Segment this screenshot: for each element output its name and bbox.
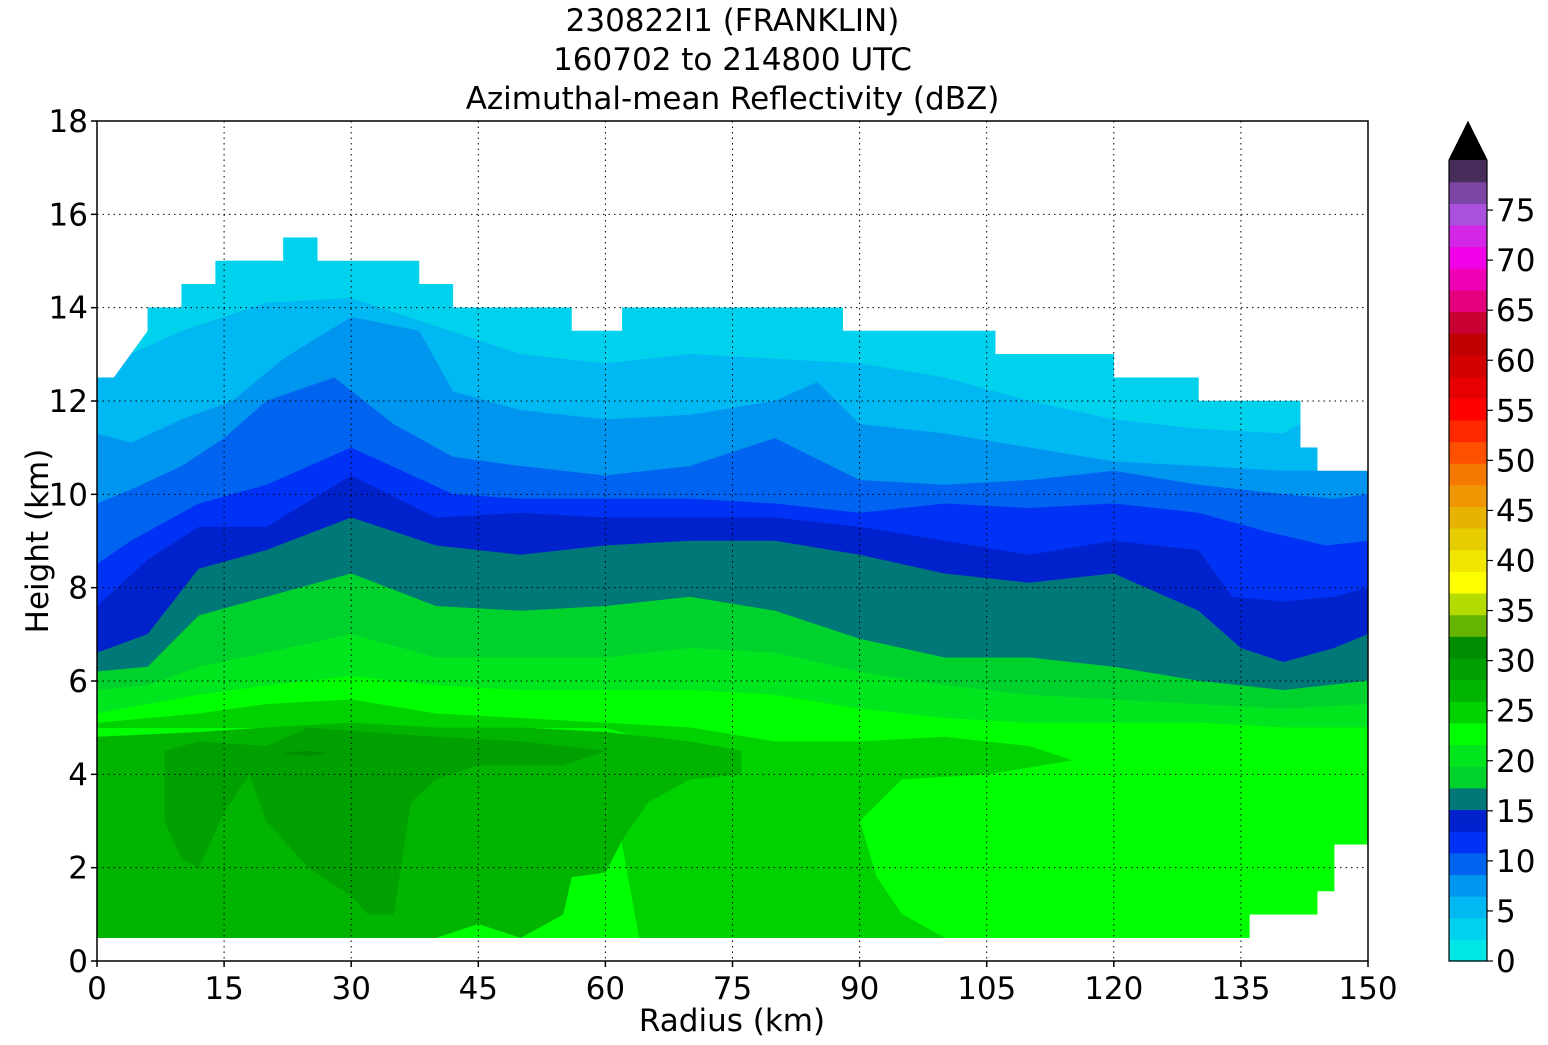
x-tick-label: 60 (586, 971, 625, 1007)
x-tick-label: 30 (331, 971, 370, 1007)
y-tick-label: 14 (49, 291, 88, 327)
colorbar-tick-label: 50 (1496, 443, 1535, 479)
colorbar-segment (1449, 852, 1487, 876)
y-tick-label: 12 (49, 384, 88, 420)
colorbar: 0 5 10 15 20 25 30 35 40 45 50 55 60 65 70 75 (1448, 120, 1535, 980)
x-tick-label: 150 (1338, 971, 1397, 1007)
colorbar-segment (1449, 311, 1487, 334)
colorbar-tick-label: 70 (1496, 243, 1535, 279)
colorbar-segment (1449, 809, 1487, 832)
colorbar-segment (1449, 831, 1487, 854)
chart-title: 230822I1 (FRANKLIN) 160702 to 214800 UTC… (96, 2, 1369, 119)
colorbar-segment (1449, 896, 1487, 919)
colorbar-tick-label: 30 (1496, 644, 1535, 680)
colorbar-segment (1449, 528, 1487, 551)
colorbar-segment (1449, 701, 1487, 724)
colorbar-tick-label: 60 (1496, 343, 1535, 379)
colorbar-segment (1449, 181, 1487, 204)
colorbar-segment (1449, 679, 1487, 702)
colorbar-segment (1449, 614, 1487, 637)
colorbar-tick-label: 25 (1496, 694, 1535, 730)
colorbar-segment (1449, 463, 1487, 486)
colorbar-tick-label: 35 (1496, 594, 1535, 630)
x-tick-label: 15 (204, 971, 243, 1007)
colorbar-tick-label: 55 (1496, 393, 1535, 429)
colorbar-segment (1449, 224, 1487, 248)
y-tick-label: 18 (49, 104, 88, 140)
y-tick-label: 10 (49, 477, 88, 513)
y-tick-label: 8 (68, 571, 88, 607)
title-line-3: Azimuthal-mean Reflectivity (dBZ) (465, 81, 1000, 117)
y-tick-label: 2 (68, 851, 88, 887)
colorbar-segment (1449, 376, 1487, 399)
y-tick-label: 6 (68, 664, 88, 700)
x-tick-label: 75 (713, 971, 752, 1007)
colorbar-tick-label: 10 (1496, 844, 1535, 880)
colorbar-tick-label: 15 (1496, 794, 1535, 830)
colorbar-extend-arrow (1449, 122, 1487, 160)
x-tick-label: 90 (840, 971, 879, 1007)
colorbar-segment (1449, 722, 1487, 746)
colorbar-segment (1449, 506, 1487, 529)
contour-region-35-37.5 (283, 750, 326, 756)
colorbar-segment (1449, 289, 1487, 313)
plot-area (97, 237, 1368, 938)
y-tick-label: 0 (68, 944, 88, 980)
x-tick-label: 105 (957, 971, 1016, 1007)
grid-lines (97, 121, 1368, 961)
colorbar-segment (1449, 917, 1487, 940)
colorbar-segment (1449, 874, 1487, 897)
y-axis: 0 2 4 6 8 10 12 14 16 18 (49, 104, 97, 980)
colorbar-segment (1449, 787, 1487, 811)
colorbar-segment (1449, 419, 1487, 443)
colorbar-segment (1449, 441, 1487, 464)
y-tick-label: 16 (49, 197, 88, 233)
colorbar-segment (1449, 333, 1487, 356)
colorbar-segment (1449, 246, 1487, 269)
x-tick-label: 135 (1211, 971, 1270, 1007)
colorbar-tick-label: 20 (1496, 744, 1535, 780)
colorbar-tick-label: 40 (1496, 544, 1535, 580)
colorbar-segment (1449, 766, 1487, 789)
colorbar-segment (1449, 160, 1487, 183)
x-axis-label: Radius (km) (639, 1003, 825, 1039)
x-axis: 0 15 30 45 60 75 90 105 120 135 150 (87, 961, 1398, 1007)
colorbar-tick-label: 0 (1496, 944, 1516, 980)
colorbar-tick-label: 45 (1496, 493, 1535, 529)
title-line-1: 230822I1 (FRANKLIN) (565, 3, 900, 39)
colorbar-segment (1449, 268, 1487, 291)
x-tick-label: 45 (459, 971, 498, 1007)
colorbar-segment (1449, 571, 1487, 594)
y-tick-label: 4 (68, 757, 88, 793)
colorbar-segment (1449, 549, 1487, 572)
colorbar-segment (1449, 657, 1487, 681)
y-axis-label: Height (km) (20, 449, 56, 634)
colorbar-segment (1449, 203, 1487, 226)
colorbar-segment (1449, 484, 1487, 507)
colorbar-tick-label: 75 (1496, 193, 1535, 229)
colorbar-tick-label: 5 (1496, 894, 1516, 930)
colorbar-outline (1448, 120, 1488, 962)
x-tick-label: 0 (87, 971, 107, 1007)
colorbar-segment (1449, 592, 1487, 616)
x-tick-label: 120 (1084, 971, 1143, 1007)
colorbar-segment (1449, 636, 1487, 659)
colorbar-segment (1449, 354, 1487, 378)
colorbar-segment (1449, 939, 1487, 962)
contour-region-32.5-35 (164, 727, 606, 915)
colorbar-tick-label: 65 (1496, 293, 1535, 329)
colorbar-segment (1449, 398, 1487, 421)
title-line-2: 160702 to 214800 UTC (553, 42, 912, 78)
colorbar-segment (1449, 744, 1487, 767)
